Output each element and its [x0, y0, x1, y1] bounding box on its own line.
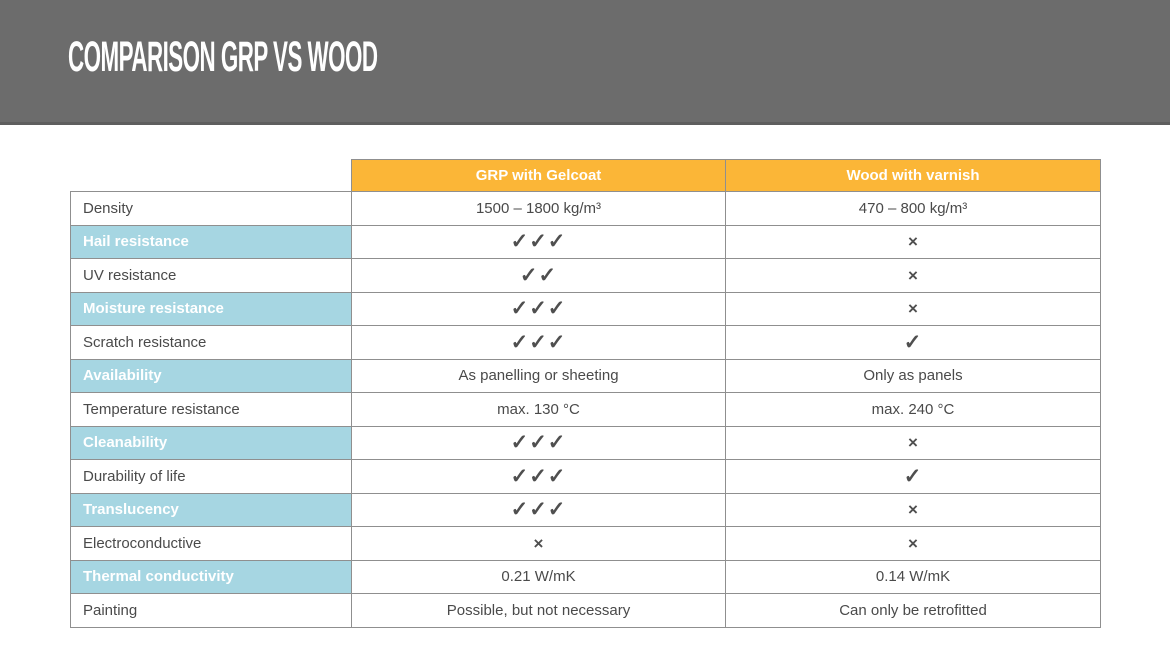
table-row: Hail resistance ✓✓✓ ×: [70, 224, 1101, 259]
column-header-grp: GRP with Gelcoat: [351, 159, 726, 192]
row-label: Thermal conductivity: [70, 559, 352, 594]
page-title: COMPARISON GRP VS WOOD: [68, 33, 378, 81]
grp-value: ✓✓✓: [351, 325, 726, 360]
table-row: Scratch resistance ✓✓✓ ✓: [70, 325, 1101, 360]
table-row: Thermal conductivity 0.21 W/mK 0.14 W/mK: [70, 559, 1101, 594]
row-label: Temperature resistance: [70, 392, 352, 427]
row-label: Electroconductive: [70, 526, 352, 561]
grp-value: ✓✓✓: [351, 492, 726, 527]
wood-value: ✓: [725, 325, 1101, 360]
header-row: GRP with Gelcoat Wood with varnish: [71, 159, 1101, 192]
wood-value: ✓: [725, 459, 1101, 494]
grp-value: ×: [351, 526, 726, 561]
grp-value: Possible, but not necessary: [351, 593, 726, 628]
comparison-table: GRP with Gelcoat Wood with varnish Densi…: [70, 159, 1101, 628]
grp-value: 0.21 W/mK: [351, 559, 726, 594]
table-row: Cleanability ✓✓✓ ×: [70, 425, 1101, 460]
table-row: Density 1500 – 1800 kg/m³ 470 – 800 kg/m³: [70, 191, 1101, 226]
wood-value: ×: [725, 258, 1101, 293]
table-row: Translucency ✓✓✓ ×: [70, 492, 1101, 527]
wood-value: 0.14 W/mK: [725, 559, 1101, 594]
grp-value: ✓✓✓: [351, 459, 726, 494]
table-row: Durability of life ✓✓✓ ✓: [70, 459, 1101, 494]
row-label: Painting: [70, 593, 352, 628]
row-label: Durability of life: [70, 459, 352, 494]
grp-value: ✓✓✓: [351, 224, 726, 259]
row-label: Hail resistance: [70, 224, 352, 259]
row-label: Moisture resistance: [70, 291, 352, 326]
grp-value: max. 130 °C: [351, 392, 726, 427]
table-row: Temperature resistance max. 130 °C max. 24…: [70, 392, 1101, 427]
table-row: Painting Possible, but not necessary Can o…: [70, 593, 1101, 628]
wood-value: ×: [725, 492, 1101, 527]
corner-cell: [71, 160, 352, 192]
wood-value: ×: [725, 425, 1101, 460]
wood-value: ×: [725, 224, 1101, 259]
row-label: Scratch resistance: [70, 325, 352, 360]
column-header-wood: Wood with varnish: [725, 159, 1101, 192]
grp-value: ✓✓: [351, 258, 726, 293]
wood-value: 470 – 800 kg/m³: [725, 191, 1101, 226]
grp-value: ✓✓✓: [351, 291, 726, 326]
row-label: Density: [70, 191, 352, 226]
grp-value: As panelling or sheeting: [351, 358, 726, 393]
row-label: Availability: [70, 358, 352, 393]
title-band: COMPARISON GRP VS WOOD: [0, 0, 1170, 125]
table-row: Electroconductive × ×: [70, 526, 1101, 561]
row-label: Translucency: [70, 492, 352, 527]
wood-value: ×: [725, 291, 1101, 326]
table-row: Availability As panelling or sheeting Only…: [70, 358, 1101, 393]
row-label: UV resistance: [70, 258, 352, 293]
table-row: UV resistance ✓✓ ×: [70, 258, 1101, 293]
wood-value: Can only be retrofitted: [725, 593, 1101, 628]
table-body: Density 1500 – 1800 kg/m³ 470 – 800 kg/m³ H…: [70, 191, 1101, 628]
wood-value: max. 240 °C: [725, 392, 1101, 427]
table-row: Moisture resistance ✓✓✓ ×: [70, 291, 1101, 326]
wood-value: Only as panels: [725, 358, 1101, 393]
grp-value: 1500 – 1800 kg/m³: [351, 191, 726, 226]
grp-value: ✓✓✓: [351, 425, 726, 460]
wood-value: ×: [725, 526, 1101, 561]
row-label: Cleanability: [70, 425, 352, 460]
